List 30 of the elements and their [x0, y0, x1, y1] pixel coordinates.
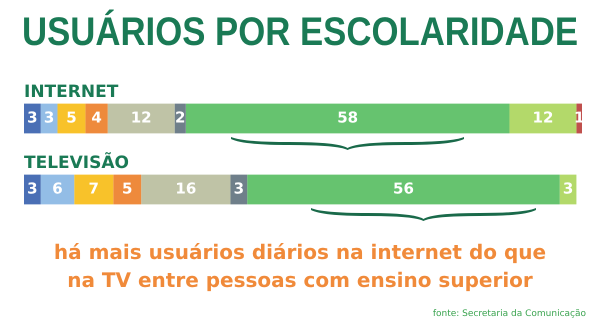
y-tick-label: INTERNET	[24, 82, 119, 102]
data-label: 7	[88, 179, 99, 198]
data-label: 12	[532, 108, 554, 126]
y-tick-label: TELEVISÃO	[24, 152, 129, 174]
bar	[40, 174, 74, 204]
text: há mais usuários diários na internet do que na TV entre pessoas com ensino superior	[52, 239, 548, 294]
data-label: 3	[234, 179, 244, 198]
data-label: 12	[130, 108, 152, 126]
bar	[186, 104, 510, 134]
data-label: 3	[27, 179, 38, 198]
bar	[141, 174, 230, 204]
data-label: 3	[562, 179, 574, 198]
data-label: 58	[337, 108, 358, 126]
data-label: 6	[52, 179, 63, 198]
bar	[108, 104, 175, 134]
data-label: 56	[393, 179, 414, 198]
bar	[113, 174, 142, 204]
chart-title: USUÁRIOS POR ESCOLARIDADE	[22, 10, 578, 55]
data-label: 2	[175, 108, 186, 126]
data-label: 5	[122, 179, 132, 198]
data-label: 5	[66, 108, 77, 126]
data-label: 4	[91, 108, 102, 126]
data-label: 3	[27, 108, 38, 126]
data-label: 16	[175, 179, 196, 198]
bar	[247, 174, 560, 204]
bar	[74, 174, 114, 204]
bar	[57, 104, 86, 134]
data-label: 3	[44, 108, 54, 126]
source-note: fonte: Secretaria da Comunicação	[432, 309, 586, 319]
bar	[509, 104, 576, 134]
